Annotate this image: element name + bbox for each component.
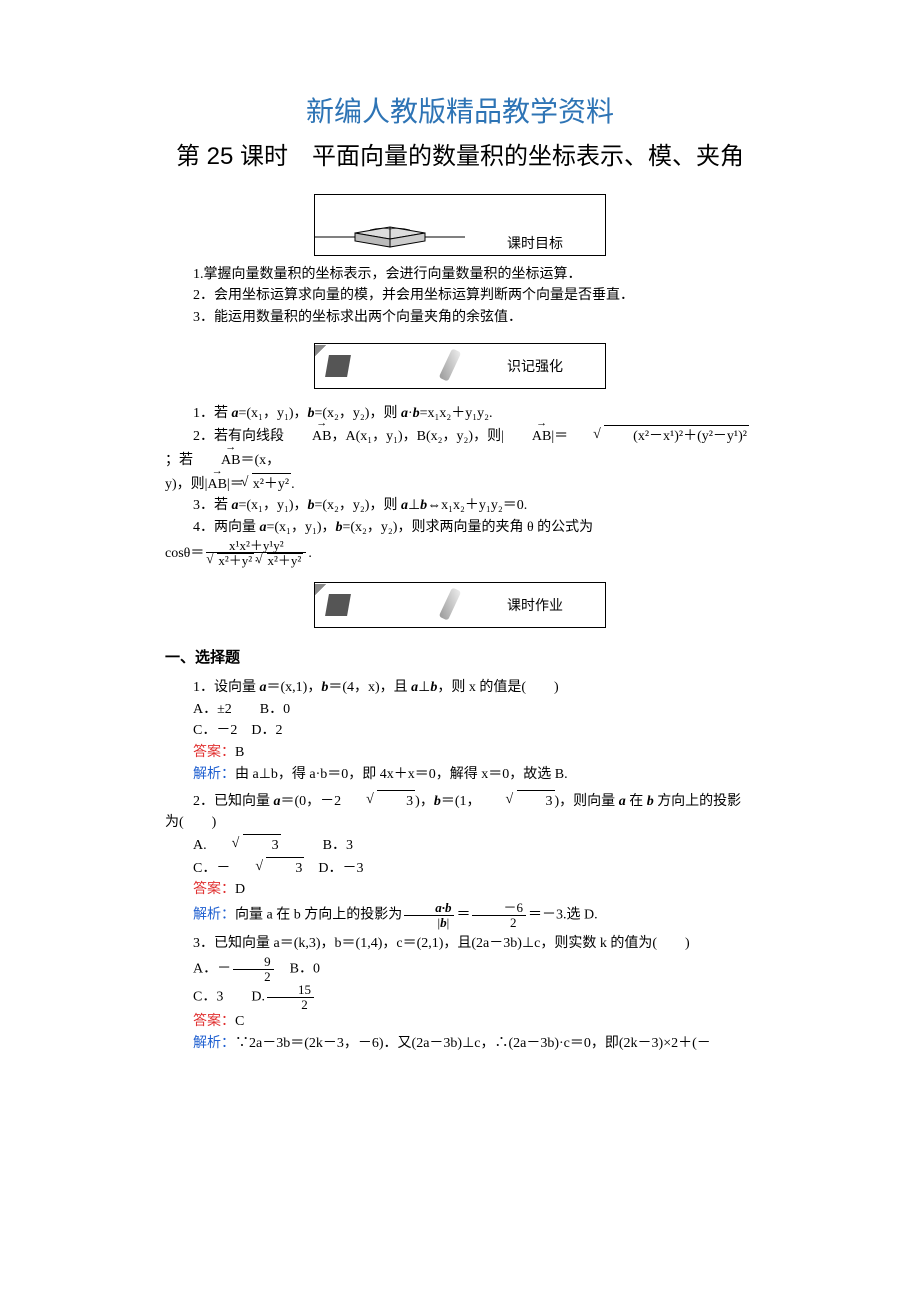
q2-pre: 2．已知向量 — [193, 794, 274, 809]
m4-d-r1: x²＋y² — [217, 553, 254, 568]
q3-analysis: 解析：∵2a－3b＝(2k－3，－6)．又(2a－3b)⊥c，∴(2a－3b)·… — [165, 1033, 755, 1055]
q2-optC: C．－ 3 D．－3 — [165, 857, 755, 880]
q1-ana: 由 a⊥b，得 a·b＝0，即 4x＋x＝0，解得 x＝0，故选 B. — [235, 767, 568, 782]
objective-1: 1.掌握向量数量积的坐标表示，会进行向量数量积的坐标运算． — [165, 264, 755, 286]
m4-mid2: =(x₂，y₂)，则求两向量的夹角 θ 的公式为 — [342, 520, 593, 535]
m4-pre: 4．两向量 — [193, 520, 260, 535]
analysis-label: 解析： — [193, 1036, 235, 1051]
m2-c: ；若 — [165, 453, 193, 468]
q2-optC-pre: C．－ — [193, 861, 230, 876]
m2-a: ，A(x₁，y₁)，B(x₂，y₂)，则| — [331, 429, 503, 444]
m4-end: . — [308, 546, 312, 561]
m3-pre: 3．若 — [193, 498, 232, 513]
q2-mid3: ＝(1， — [441, 794, 481, 809]
answer-label: 答案： — [193, 1014, 235, 1029]
q3-optC-den: 2 — [267, 998, 314, 1012]
q3-optA-sp: B．0 — [276, 961, 320, 976]
pen-icon — [315, 584, 465, 626]
q2-ana-pre: 向量 a 在 b 方向上的投影为 — [235, 907, 402, 922]
lesson-title: 第 25 课时 平面向量的数量积的坐标表示、模、夹角 — [165, 140, 755, 174]
pencil-icon — [315, 345, 465, 387]
q2-mid4: )，则向量 — [555, 794, 619, 809]
analysis-label: 解析： — [193, 767, 235, 782]
m2-e: y)，则| — [165, 477, 207, 492]
memory-4: 4．两向量 a=(x₁，y₁)，b=(x₂，y₂)，则求两向量的夹角 θ 的公式… — [165, 517, 755, 539]
analysis-label: 解析： — [193, 907, 235, 922]
q1-analysis: 解析：由 a⊥b，得 a·b＝0，即 4x＋x＝0，解得 x＝0，故选 B. — [165, 764, 755, 786]
q1-pre: 1．设向量 — [193, 680, 260, 695]
q2-optA-r: 3 — [243, 834, 281, 857]
m4-mid: =(x₁，y₁)， — [267, 520, 336, 535]
q1-optA: A．±2 B．0 — [165, 699, 755, 721]
q3-ana: ∵2a－3b＝(2k－3，－6)．又(2a－3b)⊥c，∴(2a－3b)·c＝0… — [235, 1036, 711, 1051]
memory-3: 3．若 a=(x₁，y₁)，b=(x₂，y₂)，则 a⊥b⇔x₁x₂＋y₁y₂＝… — [165, 495, 755, 517]
q1-perp: ⊥ — [418, 680, 430, 695]
q2-r1: 3 — [377, 790, 415, 813]
q3-optC-num: 15 — [267, 983, 314, 998]
objective-2: 2．会用坐标运算求向量的模，并会用坐标运算判断两个向量是否垂直． — [165, 285, 755, 307]
q2-mid2: )， — [415, 794, 434, 809]
m1-end: =x₁x₂＋y₁y₂. — [420, 406, 493, 421]
memory-2b: y)，则|AB|＝x²＋y². — [165, 472, 755, 496]
q3-optA-pre: A．－ — [193, 961, 231, 976]
q2-ana-num: a·b — [435, 900, 451, 915]
answer-label: 答案： — [193, 882, 235, 897]
q3-stem: 3．已知向量 a＝(k,3)，b＝(1,4)，c＝(2,1)，且(2a－3b)⊥… — [165, 933, 755, 955]
q3-optA-num: 9 — [233, 955, 274, 970]
q2-ans: D — [235, 882, 245, 897]
page-root: 新编人教版精品教学资料 第 25 课时 平面向量的数量积的坐标表示、模、夹角 课… — [0, 0, 920, 1095]
section-multiple-choice: 一、选择题 — [165, 646, 755, 667]
memory-box: 识记强化 — [314, 343, 606, 389]
q2-optA: A.3 B．3 — [165, 834, 755, 857]
homework-label: 课时作业 — [465, 595, 605, 615]
objective-3: 3．能运用数量积的坐标求出两个向量夹角的余弦值． — [165, 307, 755, 329]
q1-end: ，则 x 的值是( ) — [437, 680, 558, 695]
q2-analysis: 解析：向量 a 在 b 方向上的投影为a·b|b|＝－62＝－3.选 D. — [165, 901, 755, 929]
q2-r2: 3 — [517, 790, 555, 813]
m2-g: . — [291, 477, 295, 492]
q2-ana-den2: 2 — [472, 916, 526, 930]
q3-optC: C．3 D.152 — [165, 983, 755, 1011]
book-icon — [315, 197, 465, 255]
m1-pre: 1．若 — [193, 406, 232, 421]
memory-2a: 2．若有向线段AB，A(x₁，y₁)，B(x₂，y₂)，则|AB|＝(x²－x¹… — [165, 424, 755, 471]
q2-end: 在 — [626, 794, 647, 809]
q2-ana-num2: －6 — [472, 901, 526, 916]
brand-title: 新编人教版精品教学资料 — [165, 90, 755, 130]
m3-mid2: =(x₂，y₂)，则 — [314, 498, 400, 513]
q2-answer: 答案：D — [165, 879, 755, 901]
q2-ana-eq: ＝ — [456, 907, 470, 922]
m3-end: ⇔x₁x₂＋y₁y₂＝0. — [427, 498, 527, 513]
q3-answer: 答案：C — [165, 1011, 755, 1033]
q2-ana-end: ＝－3.选 D. — [528, 907, 598, 922]
q3-optA: A．－92 B．0 — [165, 955, 755, 983]
memory-label: 识记强化 — [465, 356, 605, 376]
objectives-box: 课时目标 — [314, 194, 606, 256]
m2-rad1: (x²－x¹)²＋(y²－y¹)² — [604, 425, 749, 448]
m4-d-r2: x²＋y² — [267, 553, 304, 568]
answer-label: 答案： — [193, 745, 235, 760]
objectives-label: 课时目标 — [465, 233, 605, 255]
memory-1: 1．若 a=(x₁，y₁)，b=(x₂，y₂)，则 a·b=x₁x₂＋y₁y₂. — [165, 403, 755, 425]
q1-optC: C．－2 D．2 — [165, 720, 755, 742]
q2-optC-sp: D．－3 — [304, 861, 363, 876]
q2-mid: ＝(0，－2 — [281, 794, 342, 809]
q1-mid2: ＝(4，x)，且 — [328, 680, 411, 695]
m2-d: ＝(x， — [240, 453, 280, 468]
q1-ans: B — [235, 745, 244, 760]
homework-box: 课时作业 — [314, 582, 606, 628]
q2-optA-sp: B．3 — [281, 838, 353, 853]
m3-mid: =(x₁，y₁)， — [239, 498, 308, 513]
q1-stem: 1．设向量 a＝(x,1)，b＝(4，x)，且 a⊥b，则 x 的值是( ) — [165, 677, 755, 699]
m2-rad2: x²＋y² — [252, 473, 291, 496]
q1-answer: 答案：B — [165, 742, 755, 764]
q3-optC-pre: C．3 D. — [193, 990, 265, 1005]
q2-optC-r: 3 — [266, 857, 304, 880]
q1-mid: ＝(x,1)， — [267, 680, 322, 695]
m4-cos: cosθ＝ — [165, 546, 204, 561]
memory-4-formula: cosθ＝x¹x²＋y¹y²x²＋y²·x²＋y². — [165, 539, 755, 568]
q3-ans: C — [235, 1014, 244, 1029]
q2-stem: 2．已知向量 a＝(0，－23)，b＝(1，3)，则向量 a 在 b 方向上的投… — [165, 790, 755, 834]
q3-optA-den: 2 — [233, 970, 274, 984]
